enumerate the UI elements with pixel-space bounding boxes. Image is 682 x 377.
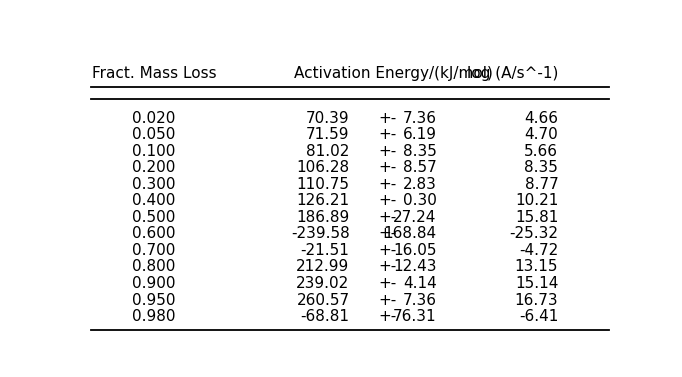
- Text: -25.32: -25.32: [509, 226, 559, 241]
- Text: 212.99: 212.99: [296, 259, 350, 274]
- Text: 110.75: 110.75: [297, 177, 350, 192]
- Text: 0.200: 0.200: [132, 160, 176, 175]
- Text: -4.72: -4.72: [519, 243, 559, 258]
- Text: -68.81: -68.81: [301, 309, 350, 324]
- Text: 0.900: 0.900: [132, 276, 176, 291]
- Text: -239.58: -239.58: [291, 226, 350, 241]
- Text: +-: +-: [379, 110, 397, 126]
- Text: 70.39: 70.39: [306, 110, 350, 126]
- Text: +-: +-: [379, 144, 397, 159]
- Text: +-: +-: [379, 243, 397, 258]
- Text: -21.51: -21.51: [301, 243, 350, 258]
- Text: 4.70: 4.70: [524, 127, 559, 142]
- Text: 0.30: 0.30: [403, 193, 436, 208]
- Text: 13.15: 13.15: [515, 259, 559, 274]
- Text: +-: +-: [379, 193, 397, 208]
- Text: 0.600: 0.600: [132, 226, 176, 241]
- Text: 16.05: 16.05: [394, 243, 436, 258]
- Text: 15.81: 15.81: [515, 210, 559, 225]
- Text: Activation Energy/(kJ/mol): Activation Energy/(kJ/mol): [294, 66, 492, 81]
- Text: 0.950: 0.950: [132, 293, 176, 308]
- Text: 6.19: 6.19: [403, 127, 436, 142]
- Text: +-: +-: [379, 177, 397, 192]
- Text: 186.89: 186.89: [296, 210, 350, 225]
- Text: 0.020: 0.020: [132, 110, 176, 126]
- Text: 239.02: 239.02: [296, 276, 350, 291]
- Text: 27.24: 27.24: [394, 210, 436, 225]
- Text: 106.28: 106.28: [297, 160, 350, 175]
- Text: 0.980: 0.980: [132, 309, 176, 324]
- Text: 7.36: 7.36: [403, 293, 436, 308]
- Text: Fract. Mass Loss: Fract. Mass Loss: [91, 66, 216, 81]
- Text: 260.57: 260.57: [297, 293, 350, 308]
- Text: 0.800: 0.800: [132, 259, 176, 274]
- Text: 8.35: 8.35: [524, 160, 559, 175]
- Text: 10.21: 10.21: [515, 193, 559, 208]
- Text: 4.14: 4.14: [403, 276, 436, 291]
- Text: 8.57: 8.57: [403, 160, 436, 175]
- Text: 71.59: 71.59: [306, 127, 350, 142]
- Text: 81.02: 81.02: [306, 144, 350, 159]
- Text: +-: +-: [379, 259, 397, 274]
- Text: 0.050: 0.050: [132, 127, 176, 142]
- Text: -6.41: -6.41: [519, 309, 559, 324]
- Text: 0.400: 0.400: [132, 193, 176, 208]
- Text: 0.300: 0.300: [132, 177, 176, 192]
- Text: 16.73: 16.73: [515, 293, 559, 308]
- Text: +-: +-: [379, 276, 397, 291]
- Text: +-: +-: [379, 210, 397, 225]
- Text: log (A/s^-1): log (A/s^-1): [467, 66, 559, 81]
- Text: 4.66: 4.66: [524, 110, 559, 126]
- Text: 126.21: 126.21: [297, 193, 350, 208]
- Text: +-: +-: [379, 127, 397, 142]
- Text: 76.31: 76.31: [393, 309, 436, 324]
- Text: +-: +-: [379, 160, 397, 175]
- Text: 0.700: 0.700: [132, 243, 176, 258]
- Text: 0.100: 0.100: [132, 144, 176, 159]
- Text: 8.77: 8.77: [524, 177, 559, 192]
- Text: 7.36: 7.36: [403, 110, 436, 126]
- Text: +-: +-: [379, 309, 397, 324]
- Text: 5.66: 5.66: [524, 144, 559, 159]
- Text: 8.35: 8.35: [403, 144, 436, 159]
- Text: 0.500: 0.500: [132, 210, 176, 225]
- Text: +-: +-: [379, 226, 397, 241]
- Text: 15.14: 15.14: [515, 276, 559, 291]
- Text: 2.83: 2.83: [403, 177, 436, 192]
- Text: +-: +-: [379, 293, 397, 308]
- Text: 168.84: 168.84: [383, 226, 436, 241]
- Text: 12.43: 12.43: [394, 259, 436, 274]
